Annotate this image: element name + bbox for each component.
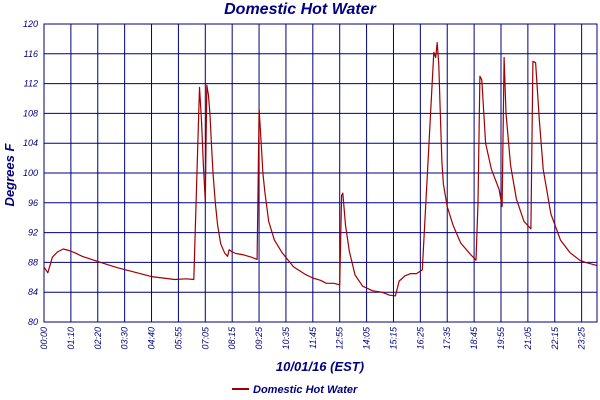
y-tick-label: 100 <box>23 168 38 178</box>
series-line-domestic-hot-water <box>43 42 597 297</box>
x-tick-label: 08:15 <box>227 326 237 350</box>
legend-label: Domestic Hot Water <box>253 384 358 396</box>
y-tick-label: 120 <box>23 19 38 29</box>
y-tick-label: 104 <box>23 138 38 148</box>
x-tick-label: 16:25 <box>415 326 425 350</box>
y-tick-label: 96 <box>28 198 38 208</box>
x-tick-label: 02:20 <box>93 327 103 350</box>
x-tick-label: 15:15 <box>388 326 398 350</box>
y-tick-label: 80 <box>28 317 38 327</box>
y-tick-label: 84 <box>28 287 38 297</box>
y-tick-label: 116 <box>24 49 38 59</box>
x-tick-label: 22:15 <box>550 326 560 351</box>
x-tick-label: 14:05 <box>362 326 372 350</box>
plot-area-frame <box>43 23 598 323</box>
x-tick-label: 04:40 <box>147 327 157 350</box>
x-tick-label: 09:25 <box>254 326 264 350</box>
x-axis-title: 10/01/16 (EST) <box>276 359 364 374</box>
x-tick-label: 10:35 <box>281 326 291 350</box>
chart-title: Domestic Hot Water <box>224 1 376 18</box>
x-tick-label: 11:45 <box>308 326 318 349</box>
y-axis-ticks: 80 84 88 92 96 100 104 108 112 116 120 <box>23 19 38 327</box>
x-tick-label: 21:05 <box>523 326 533 351</box>
x-tick-label: 17:35 <box>442 326 452 350</box>
x-tick-label: 23:25 <box>577 326 587 351</box>
x-tick-label: 18:45 <box>469 326 479 350</box>
y-tick-label: 92 <box>28 228 38 238</box>
x-tick-label: 00:00 <box>39 327 49 350</box>
y-tick-label: 112 <box>24 79 38 89</box>
x-axis-ticks: 00:00 01:10 02:20 03:30 04:40 05:55 07:05 08:15… <box>39 326 587 351</box>
x-tick-label: 05:55 <box>173 326 183 350</box>
legend: Domestic Hot Water <box>232 384 358 396</box>
x-tick-label: 12:55 <box>335 326 345 350</box>
y-axis-title: Degrees F <box>2 143 17 207</box>
x-tick-label: 07:05 <box>200 326 210 350</box>
x-tick-label: 19:55 <box>496 326 506 350</box>
x-tick-label: 03:30 <box>120 327 130 350</box>
x-tick-label: 01:10 <box>66 327 76 350</box>
y-tick-label: 88 <box>28 257 38 267</box>
y-tick-label: 108 <box>23 108 38 118</box>
grid-lines <box>44 23 597 323</box>
